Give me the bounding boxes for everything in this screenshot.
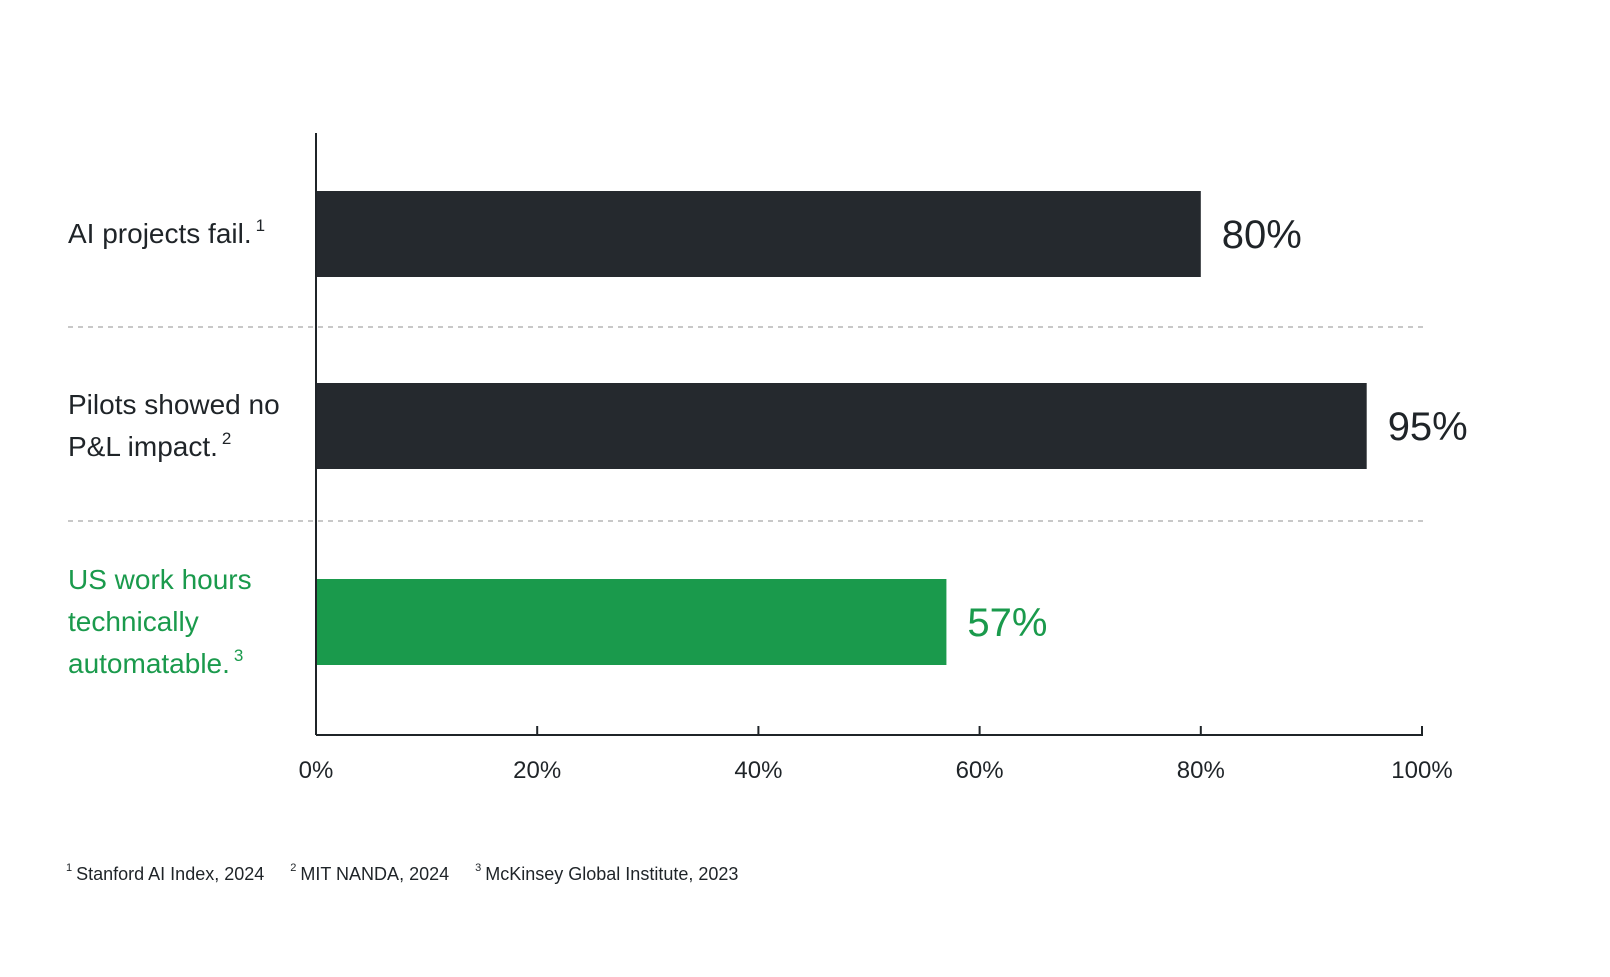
- category-label-3-line-1: US work hours: [68, 564, 252, 595]
- category-label-2: Pilots showed no P&L impact. 2: [68, 389, 280, 462]
- x-tick-label-5: 80%: [1177, 757, 1225, 784]
- x-tick-label-1: 0%: [299, 757, 334, 784]
- category-label-3-line-2: technically: [68, 606, 199, 637]
- category-label-3-footnote-marker: 3: [234, 646, 243, 665]
- x-tick-label-4: 60%: [956, 757, 1004, 784]
- x-tick-label-2: 20%: [513, 757, 561, 784]
- value-label-1: 80%: [1222, 213, 1302, 257]
- category-label-2-footnote-marker: 2: [222, 429, 231, 448]
- category-label-3: US work hours technically automatable. 3: [68, 564, 252, 679]
- footnote-3-text: McKinsey Global Institute, 2023: [485, 864, 739, 884]
- x-tick-label-6: 100%: [1391, 757, 1452, 784]
- category-label-1-footnote-marker: 1: [256, 216, 265, 235]
- value-label-2: 95%: [1388, 405, 1468, 449]
- x-tick-label-3: 40%: [734, 757, 782, 784]
- category-label-1: AI projects fail. 1: [68, 216, 265, 249]
- bar-3: [316, 579, 947, 665]
- footnote-2-text: MIT NANDA, 2024: [300, 864, 450, 884]
- category-label-1-line-1: AI projects fail.: [68, 218, 252, 249]
- category-label-2-line-1: Pilots showed no: [68, 389, 280, 420]
- footnote-2: 2 MIT NANDA, 2024: [290, 862, 450, 885]
- bar-1: [316, 191, 1201, 277]
- category-label-3-line-3: automatable.: [68, 648, 230, 679]
- footnote-1: 1 Stanford AI Index, 2024: [66, 862, 265, 885]
- bar-2: [316, 383, 1367, 469]
- footnote-1-number: 1: [66, 862, 73, 874]
- footnote-2-number: 2: [290, 862, 297, 874]
- footnote-3-number: 3: [475, 862, 482, 874]
- footnote-1-text: Stanford AI Index, 2024: [76, 864, 265, 884]
- footnotes: 1 Stanford AI Index, 2024 2 MIT NANDA, 202…: [66, 862, 739, 885]
- category-label-2-line-2: P&L impact.: [68, 431, 218, 462]
- value-label-3: 57%: [967, 601, 1047, 645]
- footnote-3: 3 McKinsey Global Institute, 2023: [475, 862, 739, 885]
